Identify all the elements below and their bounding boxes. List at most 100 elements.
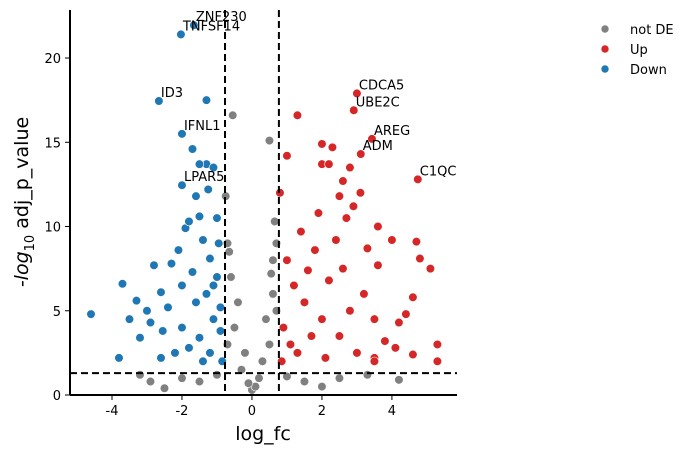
point xyxy=(299,376,310,387)
point xyxy=(282,151,292,161)
point xyxy=(359,289,369,299)
point xyxy=(187,267,198,277)
point xyxy=(184,343,194,353)
point xyxy=(170,348,180,358)
annotation: TNFSF14 xyxy=(182,19,240,34)
point xyxy=(205,253,215,264)
point-group xyxy=(86,20,227,366)
point xyxy=(191,297,201,307)
point xyxy=(413,174,423,184)
annotation: IFNL1 xyxy=(184,119,221,134)
point xyxy=(317,381,327,392)
point xyxy=(264,339,275,350)
legend-label: not DE xyxy=(630,23,674,38)
annotation: ZNF230 xyxy=(196,10,247,25)
point xyxy=(268,255,278,265)
x-tick-label: 2 xyxy=(318,404,326,419)
point xyxy=(285,339,296,350)
point xyxy=(233,297,243,307)
point xyxy=(401,309,411,319)
annotation: LPAR5 xyxy=(184,170,224,185)
x-axis-label: log_fc xyxy=(235,423,291,445)
point xyxy=(257,356,268,366)
point xyxy=(156,353,166,363)
point xyxy=(334,331,345,341)
point xyxy=(114,353,124,363)
point xyxy=(380,336,390,346)
point xyxy=(266,269,276,279)
point xyxy=(341,213,352,223)
point xyxy=(292,110,303,120)
legend-marker xyxy=(600,44,610,54)
point xyxy=(194,211,205,222)
point xyxy=(362,243,373,254)
y-tick-label: 0 xyxy=(53,389,61,404)
point xyxy=(201,95,212,105)
annotation: CDCA5 xyxy=(359,78,404,93)
point xyxy=(191,191,201,201)
point xyxy=(303,265,313,275)
point xyxy=(415,253,425,264)
point xyxy=(149,260,159,270)
point xyxy=(177,323,187,333)
y-label-sub: 10 xyxy=(23,235,38,252)
point-group xyxy=(135,110,404,395)
point xyxy=(334,191,345,201)
point xyxy=(352,348,362,358)
point xyxy=(387,235,397,245)
point xyxy=(187,144,198,154)
point xyxy=(145,317,156,328)
point xyxy=(369,314,380,324)
point xyxy=(173,245,184,255)
point xyxy=(203,184,213,195)
point xyxy=(159,383,170,393)
point xyxy=(184,216,194,227)
point xyxy=(278,323,289,333)
point xyxy=(373,260,383,270)
point xyxy=(324,159,334,169)
point xyxy=(275,188,285,198)
x-tick-label: 4 xyxy=(388,404,396,419)
point xyxy=(289,280,299,291)
point xyxy=(317,139,327,149)
point xyxy=(131,296,142,306)
point xyxy=(177,129,187,139)
point xyxy=(313,208,324,218)
point xyxy=(145,376,156,387)
point xyxy=(205,348,215,358)
point xyxy=(356,149,366,159)
x-tick-label: -2 xyxy=(175,404,188,419)
y-tick-label: 20 xyxy=(44,52,61,67)
point xyxy=(317,314,327,324)
point xyxy=(367,134,377,144)
point xyxy=(212,272,222,282)
point xyxy=(345,306,355,316)
point xyxy=(163,302,173,312)
point xyxy=(334,373,345,383)
point xyxy=(338,264,348,274)
annotation: C1QC xyxy=(420,164,457,179)
point xyxy=(176,29,186,40)
y-tick-label: 5 xyxy=(53,305,61,320)
y-tick-label: 10 xyxy=(44,221,61,236)
point xyxy=(408,349,418,360)
point xyxy=(156,287,166,297)
point xyxy=(355,188,366,198)
legend-marker xyxy=(600,64,610,74)
point xyxy=(215,326,226,336)
point xyxy=(348,201,359,211)
point xyxy=(194,376,205,387)
annotation: AREG xyxy=(374,124,410,139)
point xyxy=(320,353,331,363)
point xyxy=(432,356,443,366)
point xyxy=(373,221,383,232)
point xyxy=(411,237,422,247)
point xyxy=(243,378,254,388)
y-label-rest: adj_p_value xyxy=(11,117,33,235)
point xyxy=(177,373,187,383)
point xyxy=(264,135,275,146)
point xyxy=(194,159,205,169)
point xyxy=(215,302,226,312)
point xyxy=(194,333,205,343)
point xyxy=(142,306,152,316)
